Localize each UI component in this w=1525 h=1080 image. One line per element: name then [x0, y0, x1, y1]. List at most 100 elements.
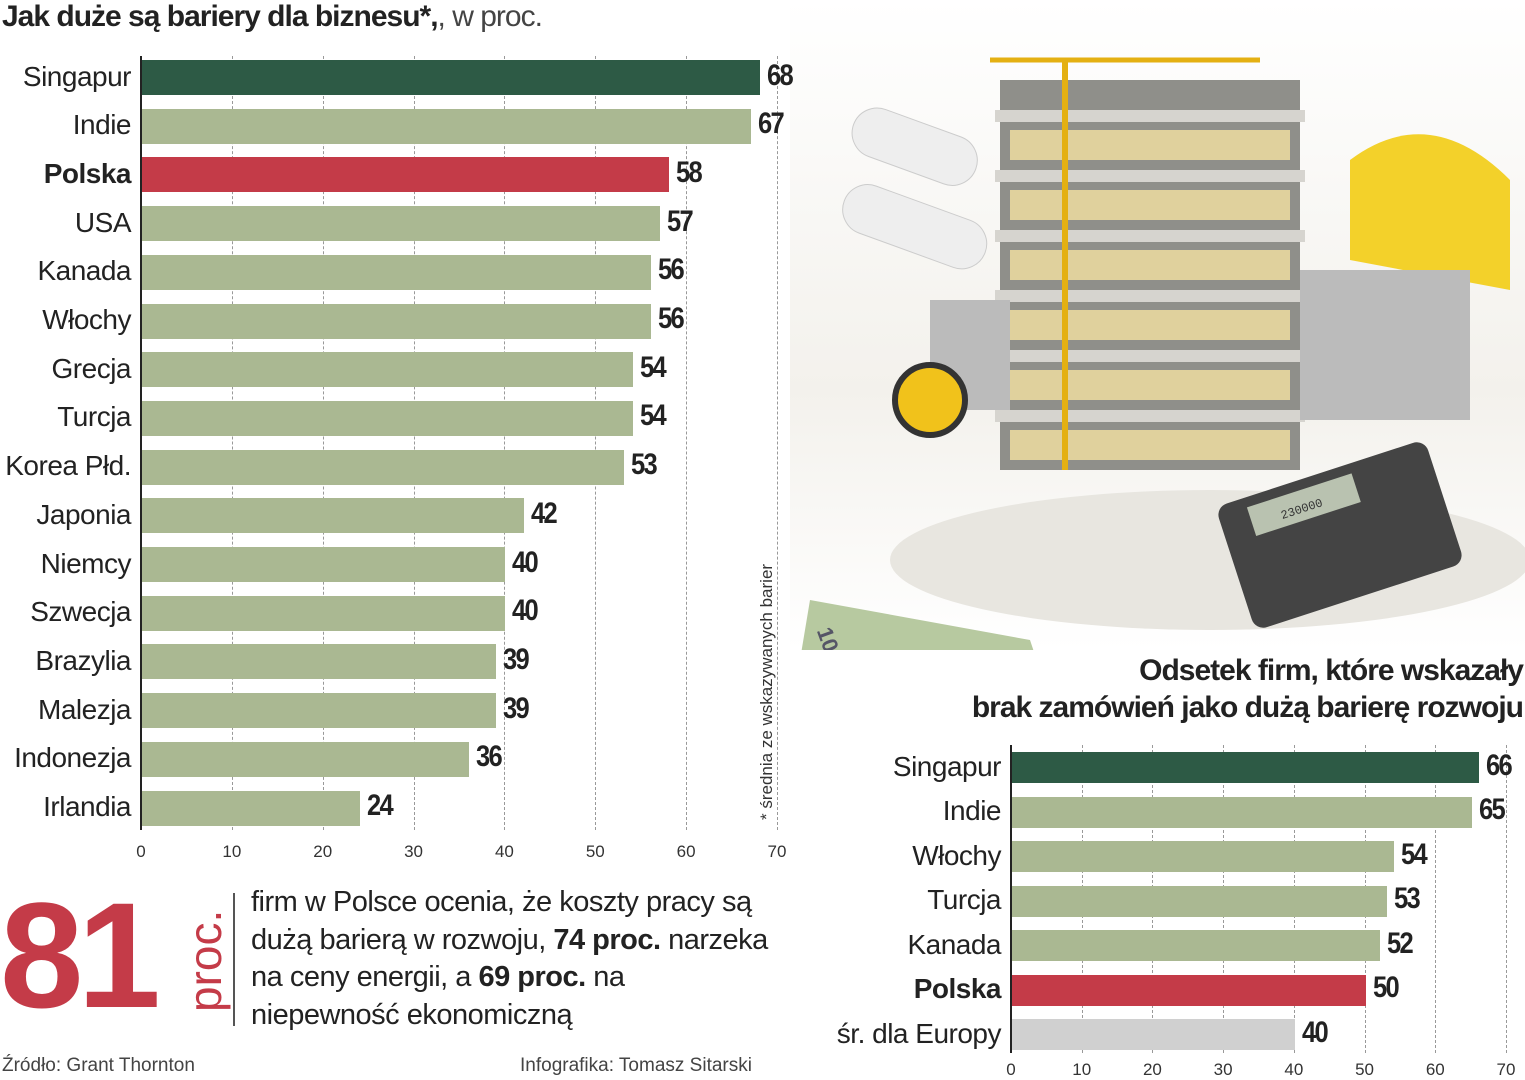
x-tick-label: 20: [1142, 1060, 1162, 1079]
category-label: Singapur: [892, 750, 1002, 782]
value-label: 39: [503, 642, 530, 676]
bar: [1012, 752, 1479, 783]
bar: [142, 644, 497, 680]
x-tick-label: 60: [676, 842, 696, 861]
value-label: 67: [757, 107, 785, 141]
bar: [142, 157, 669, 193]
category-label: Grecja: [51, 352, 132, 384]
x-tick-label: 30: [1213, 1060, 1233, 1079]
gridline: [777, 56, 778, 830]
value-label: 40: [512, 594, 539, 628]
category-label: Japonia: [36, 498, 131, 530]
gridline: [504, 56, 506, 830]
value-label: 50: [1372, 971, 1400, 1004]
value-label: 65: [1478, 793, 1506, 826]
divider: [233, 893, 235, 1026]
gridline: [686, 56, 688, 830]
credit-text: Infografika: Tomasz Sitarski: [520, 1055, 752, 1076]
value-label: 54: [1400, 837, 1428, 871]
bar: [142, 60, 760, 95]
gridline: [1506, 745, 1507, 1053]
bar: [142, 108, 751, 144]
category-label: śr. dla Europy: [836, 1017, 1002, 1049]
bar: [1012, 841, 1394, 872]
value-label: 58: [675, 155, 703, 189]
gridline: [413, 56, 415, 830]
category-label: Włochy: [42, 304, 131, 335]
x-tick-label: 0: [136, 842, 146, 861]
value-label: 56: [657, 302, 685, 335]
bar: [142, 741, 470, 777]
value-label: 40: [1301, 1015, 1329, 1049]
x-tick-label: 40: [1284, 1060, 1304, 1079]
value-label: 66: [1485, 748, 1513, 782]
bar: [142, 352, 633, 388]
construction-illustration: 230000 100: [790, 0, 1525, 700]
bar: [1012, 930, 1380, 961]
value-label: 53: [1393, 882, 1421, 915]
value-label: 40: [512, 545, 539, 579]
category-label: Włochy: [912, 839, 1001, 871]
gridline: [231, 56, 233, 830]
category-label: USA: [74, 206, 132, 238]
bar: [1012, 1019, 1295, 1050]
value-label: 24: [367, 789, 394, 822]
chart2-title-line2: brak zamówień jako dużą barierę rozwoju: [971, 691, 1524, 724]
value-label: 68: [766, 58, 794, 92]
category-label: Indie: [72, 109, 132, 141]
value-label: 52: [1386, 926, 1414, 960]
bar: [142, 449, 624, 485]
x-tick-label: 70: [1496, 1060, 1516, 1079]
x-tick-label: 10: [222, 842, 242, 861]
x-tick-label: 50: [585, 842, 605, 861]
category-label: Polska: [913, 973, 1002, 1004]
category-label: Szwecja: [30, 596, 131, 628]
category-label: Indonezja: [14, 742, 131, 774]
category-label: Turcja: [57, 401, 131, 433]
chart-footnote: * średnia ze wskazywanych barier: [757, 563, 776, 820]
category-label: Turcja: [927, 884, 1001, 915]
value-label: 42: [530, 496, 558, 530]
category-label: Irlandia: [43, 791, 131, 822]
value-label: 39: [503, 691, 530, 725]
callout-number: 81: [0, 871, 161, 1039]
value-label: 36: [476, 740, 503, 774]
bar: [142, 547, 506, 582]
x-tick-label: 30: [404, 842, 424, 861]
category-label: Polska: [43, 157, 132, 189]
bar: [142, 303, 651, 339]
category-label: Korea Płd.: [5, 450, 131, 482]
gridline: [595, 56, 597, 830]
category-label: Singapur: [22, 60, 132, 92]
bar: [142, 254, 651, 290]
category-label: Kanada: [907, 928, 1001, 960]
callout-unit: proc.: [179, 909, 231, 1012]
value-label: 54: [639, 399, 667, 433]
bar: [142, 206, 660, 242]
chart2-title-line1: Odsetek firm, które wskazały: [1139, 654, 1524, 687]
x-tick-label: 50: [1355, 1060, 1375, 1079]
x-tick-label: 40: [494, 842, 514, 861]
callout-text: firm w Polsce ocenia, że koszty pracy są…: [251, 886, 768, 1031]
x-tick-label: 0: [1006, 1060, 1016, 1079]
bar: [142, 790, 361, 826]
value-label: 53: [630, 448, 658, 482]
x-tick-label: 10: [1072, 1060, 1092, 1079]
y-axis: [1010, 745, 1012, 1053]
chart-title: Jak duże są bariery dla biznesu*,, w pro…: [2, 0, 543, 33]
bar: [142, 693, 497, 729]
bar: [1012, 796, 1472, 828]
x-tick-label: 60: [1425, 1060, 1445, 1079]
y-axis: [140, 56, 142, 830]
category-label: Malezja: [38, 693, 131, 725]
value-label: 54: [639, 350, 667, 384]
gridline: [322, 56, 324, 830]
bar: [1012, 885, 1387, 917]
category-label: Niemcy: [40, 547, 132, 579]
building-illustration-icon: 230000 100: [800, 57, 1525, 700]
category-label: Brazylia: [35, 644, 131, 676]
x-tick-label: 20: [313, 842, 333, 861]
gridline: [1435, 745, 1437, 1053]
bar: [142, 595, 506, 631]
bar: [1012, 974, 1366, 1006]
